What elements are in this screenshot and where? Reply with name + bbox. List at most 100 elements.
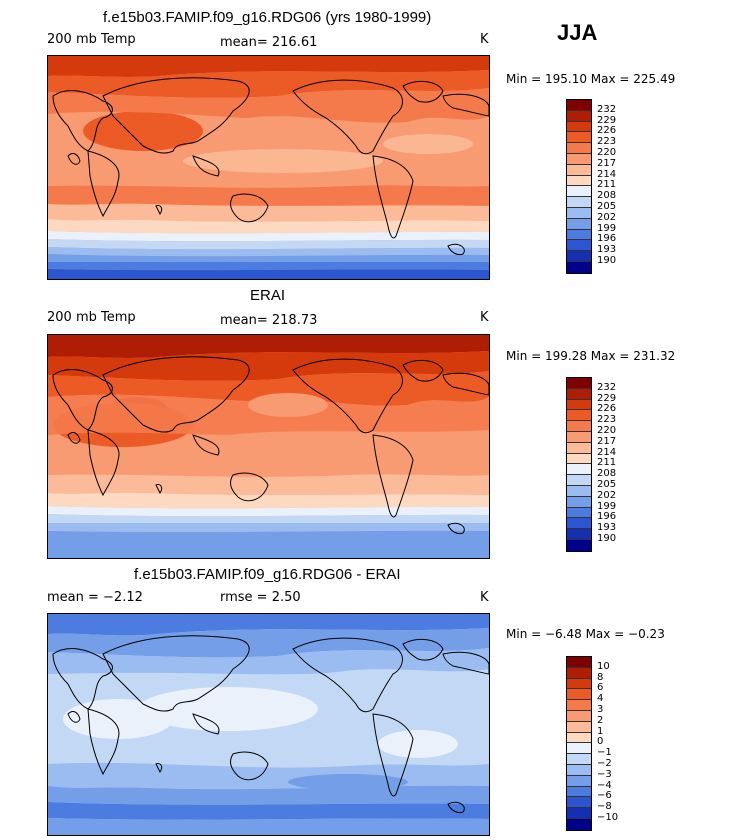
panel2-colorbar-swatch — [567, 410, 591, 422]
panel2-colorbar-swatch — [567, 485, 591, 497]
panel2-mean-label: mean= 218.73 — [220, 313, 318, 328]
panel1-colorbar — [566, 99, 592, 274]
panel3-colorbar-tick-label: −4 — [597, 779, 612, 791]
panel3-colorbar-swatch — [567, 710, 591, 722]
panel1-colorbar-tick-label: 232 — [597, 103, 617, 115]
panel2-colorbar-swatch — [567, 442, 591, 454]
panel3-colorbar-swatch — [567, 808, 591, 819]
panel2-colorbar-tick-label: 208 — [597, 468, 617, 480]
panel2-colorbar-swatch — [567, 496, 591, 508]
panel2-band-223-north — [48, 371, 489, 406]
panel1-colorbar-swatch — [567, 197, 591, 208]
panel3-coastlines — [52, 635, 489, 814]
panel2-variable-label: 200 mb Temp — [47, 310, 136, 325]
panel3-colorbar-tick-label: 8 — [597, 671, 604, 683]
panel1-colorbar-swatch — [567, 240, 591, 252]
panel3-band-minus4-south — [48, 785, 489, 805]
panel1-colorbar-tick-label: 220 — [597, 147, 617, 158]
panel1-atlantic-min — [383, 134, 473, 154]
panel2-colorbar-tick-label: 223 — [597, 414, 617, 426]
panel2-pacific-trough — [248, 393, 328, 417]
panel3-map — [47, 613, 490, 836]
panel1-colorbar-tick-label: 202 — [597, 211, 617, 223]
panel1-colorbar-swatch — [567, 164, 591, 176]
panel1-pacific-min — [183, 149, 383, 173]
panel1-colorbar-swatch — [567, 110, 591, 122]
panel3-colorbar-tick-label: 2 — [597, 714, 604, 726]
panel1-colorbar-tick-label: 229 — [597, 114, 617, 126]
panel3-colorbar-tick-label: 3 — [597, 704, 604, 715]
panel2-band-208 — [48, 506, 489, 517]
panel2-colorbar-tick-label: 217 — [597, 435, 617, 447]
panel2-minmax-label: Min = 199.28 Max = 231.32 — [506, 349, 676, 363]
panel1-colorbar-tick-label: 199 — [597, 222, 617, 234]
panel3-colorbar-swatch — [567, 764, 591, 776]
panel2-colorbar-tick-label: 190 — [597, 533, 617, 544]
panel3-colorbar-swatch — [567, 743, 591, 755]
panel3-title: f.e15b03.FAMIP.f09_g16.RDG06 - ERAI — [134, 566, 401, 583]
panel3-units-label: K — [480, 590, 489, 605]
panel2-colorbar-tick-label: 199 — [597, 500, 617, 512]
panel1-colorbar-swatch — [567, 175, 591, 187]
panel2-band-199 — [48, 530, 489, 558]
panel1-band-223-north — [48, 70, 489, 98]
panel3-colorbar-tick-label: −6 — [597, 790, 612, 802]
panel2-colorbar-swatch — [567, 421, 591, 432]
panel1-band-214 — [48, 203, 489, 222]
panel2-colorbar-swatch — [567, 399, 591, 411]
panel2-colorbar-tick-label: 196 — [597, 511, 617, 523]
panel2-band-229-north — [48, 335, 489, 358]
panel1-map — [47, 55, 490, 280]
panel3-colorbar-swatch — [567, 775, 591, 787]
panel2-colorbar-swatch — [567, 431, 591, 443]
panel2-colorbar-swatch — [567, 529, 591, 540]
panel1-band-220-north — [48, 88, 489, 123]
panel3-colorbar-tick-label: −2 — [597, 758, 612, 769]
panel2-title: ERAI — [250, 287, 286, 304]
panel3-band-polar — [48, 818, 489, 835]
panel2-colorbar-swatch — [567, 453, 591, 465]
panel1-band-211 — [48, 219, 489, 234]
panel3-rmse-label: rmse = 2.50 — [220, 590, 301, 605]
panel1-colorbar-swatch — [567, 207, 591, 219]
panel3-colorbar-tick-label: 0 — [597, 736, 604, 748]
panel1-colorbar-swatch — [567, 186, 591, 198]
panel3-band-minus3-north — [48, 628, 489, 658]
panel2-coastlines — [52, 356, 489, 535]
panel2-colorbar-swatch — [567, 378, 591, 389]
panel2-colorbar-tick-label: 229 — [597, 392, 617, 404]
panel1-band-208 — [48, 231, 489, 242]
panel3-colorbar-swatch — [567, 678, 591, 690]
panel1-minmax-label: Min = 195.10 Max = 225.49 — [506, 72, 676, 86]
panel3-colorbar-tick-label: −8 — [597, 801, 612, 813]
panel2-colorbar-swatch — [567, 388, 591, 400]
panel2-colorbar-swatch — [567, 507, 591, 519]
panel2-colorbar-tick-label: 232 — [597, 381, 617, 393]
panel1-colorbar-tick-label: 217 — [597, 157, 617, 169]
panel1-variable-label: 200 mb Temp — [47, 32, 136, 47]
panel1-colorbar-swatch — [567, 251, 591, 262]
panel3-band-minus4-north — [48, 614, 489, 636]
panel3-indian-near-zero — [63, 699, 173, 739]
panel1-colorbar-tick-label: 211 — [597, 179, 617, 191]
panel2-colorbar-tick-label: 220 — [597, 425, 617, 436]
panel2-colorbar-tick-label: 226 — [597, 403, 617, 415]
panel1-colorbar-swatch — [567, 143, 591, 154]
panel1-colorbar-tick-label: 214 — [597, 168, 617, 180]
panel3-band-minus6-south — [48, 802, 489, 820]
panel3-band-minus2-north — [48, 648, 489, 675]
panel1-colorbar-tick-label: 190 — [597, 255, 617, 266]
panel3-colorbar-tick-label: −10 — [597, 812, 619, 823]
panel1-colorbar-tick-label: 226 — [597, 125, 617, 137]
panel2-band-205 — [48, 514, 489, 523]
panel2-map — [47, 334, 490, 559]
panel1-title: f.e15b03.FAMIP.f09_g16.RDG06 (yrs 1980-1… — [103, 9, 432, 26]
panel3-colorbar-swatch — [567, 754, 591, 765]
panel2-band-202 — [48, 523, 489, 533]
panel1-coastlines — [52, 77, 489, 256]
panel1-units-label: K — [480, 32, 489, 47]
panel3-colorbar-tick-label: 6 — [597, 682, 604, 694]
panel1-band-193 — [48, 269, 489, 279]
panel1-mean-label: mean= 216.61 — [220, 35, 318, 50]
panel3-south-pacific-low — [288, 774, 408, 790]
